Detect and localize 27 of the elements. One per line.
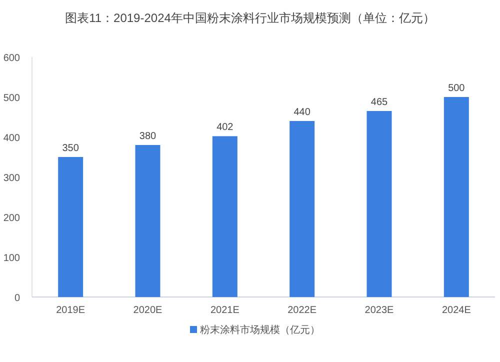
bar: [366, 111, 392, 297]
bar: [444, 97, 469, 297]
data-label: 402: [216, 122, 234, 134]
data-label: 465: [370, 97, 388, 108]
y-tick-label: 400: [3, 133, 20, 144]
y-tick-label: 100: [3, 253, 20, 264]
x-tick-label: 2024E: [442, 305, 472, 316]
data-label: 440: [294, 107, 311, 118]
x-tick-label: 2023E: [364, 305, 394, 316]
legend-label: 粉末涂料市场规模（亿元）: [200, 324, 320, 336]
y-tick-label: 600: [3, 53, 20, 64]
data-label: 380: [139, 131, 157, 142]
x-tick-label: 2020E: [133, 305, 163, 316]
bar: [290, 121, 315, 297]
y-tick-label: 500: [3, 93, 20, 104]
data-label: 500: [448, 83, 466, 94]
y-tick-label: 200: [3, 213, 20, 224]
x-tick-label: 2022E: [288, 305, 317, 316]
bar: [212, 136, 238, 297]
x-tick-label: 2021E: [210, 305, 240, 316]
x-tick-label: 2019E: [56, 305, 86, 316]
y-tick-label: 300: [3, 173, 20, 184]
y-tick-label: 0: [14, 293, 20, 304]
data-label: 350: [62, 143, 80, 154]
bar: [135, 145, 160, 297]
chart-title: 图表11：2019-2024年中国粉末涂料行业市场规模预测（单位：亿元）: [65, 11, 435, 25]
bar: [58, 157, 84, 297]
